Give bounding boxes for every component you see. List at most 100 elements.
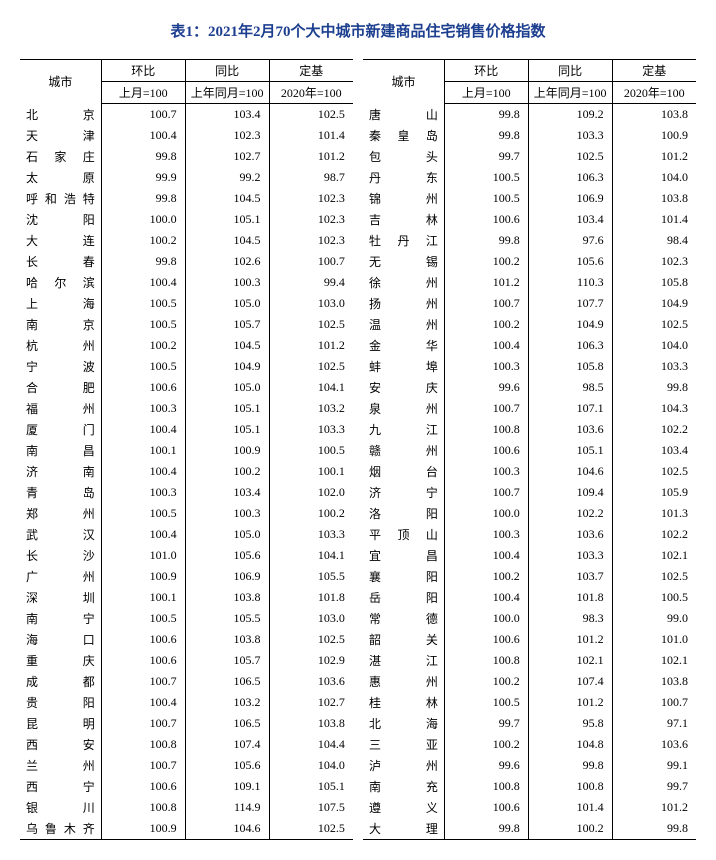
- city-name: 广州: [20, 566, 101, 587]
- value-cell: 106.3: [528, 335, 612, 356]
- table-row: 成都100.7106.5103.6惠州100.2107.4103.8: [20, 671, 696, 692]
- table-row: 南昌100.1100.9100.5赣州100.6105.1103.4: [20, 440, 696, 461]
- price-index-table: 城市 环比 同比 定基 城市 环比 同比 定基 上月=100 上年同月=100 …: [20, 59, 696, 840]
- city-name: 秦皇岛: [363, 125, 444, 146]
- value-cell: 101.8: [269, 587, 353, 608]
- value-cell: 109.4: [528, 482, 612, 503]
- city-name: 长春: [20, 251, 101, 272]
- value-cell: 104.5: [185, 335, 269, 356]
- value-cell: 99.6: [444, 755, 528, 776]
- value-cell: 100.6: [444, 209, 528, 230]
- city-name: 桂林: [363, 692, 444, 713]
- city-name: 上海: [20, 293, 101, 314]
- table-row: 大连100.2104.5102.3牡丹江99.897.698.4: [20, 230, 696, 251]
- value-cell: 100.0: [444, 608, 528, 629]
- city-name: 三亚: [363, 734, 444, 755]
- value-cell: 105.0: [185, 293, 269, 314]
- value-cell: 100.6: [444, 629, 528, 650]
- city-name: 青岛: [20, 482, 101, 503]
- value-cell: 103.6: [612, 734, 696, 755]
- table-row: 贵阳100.4103.2102.7桂林100.5101.2100.7: [20, 692, 696, 713]
- value-cell: 102.5: [269, 314, 353, 335]
- value-cell: 103.8: [612, 671, 696, 692]
- value-cell: 104.0: [269, 755, 353, 776]
- value-cell: 104.6: [185, 818, 269, 840]
- value-cell: 100.6: [101, 776, 185, 797]
- value-cell: 100.5: [101, 356, 185, 377]
- city-name: 襄阳: [363, 566, 444, 587]
- table-row: 重庆100.6105.7102.9湛江100.8102.1102.1: [20, 650, 696, 671]
- header-fixed-right: 定基: [612, 60, 696, 82]
- city-name: 牡丹江: [363, 230, 444, 251]
- subheader-fixed-left: 2020年=100: [269, 82, 353, 104]
- value-cell: 99.6: [444, 377, 528, 398]
- value-cell: 99.7: [612, 776, 696, 797]
- city-name: 吉林: [363, 209, 444, 230]
- value-cell: 102.5: [269, 104, 353, 125]
- value-cell: 105.9: [612, 482, 696, 503]
- city-name: 韶关: [363, 629, 444, 650]
- value-cell: 103.3: [528, 545, 612, 566]
- table-row: 天津100.4102.3101.4秦皇岛99.8103.3100.9: [20, 125, 696, 146]
- value-cell: 101.4: [528, 797, 612, 818]
- value-cell: 103.4: [612, 440, 696, 461]
- value-cell: 100.4: [444, 545, 528, 566]
- value-cell: 100.8: [444, 419, 528, 440]
- value-cell: 100.8: [101, 734, 185, 755]
- value-cell: 105.0: [185, 524, 269, 545]
- value-cell: 99.8: [101, 188, 185, 209]
- value-cell: 100.4: [444, 587, 528, 608]
- city-name: 大连: [20, 230, 101, 251]
- value-cell: 102.5: [269, 629, 353, 650]
- value-cell: 104.9: [185, 356, 269, 377]
- value-cell: 102.5: [612, 314, 696, 335]
- value-cell: 100.9: [612, 125, 696, 146]
- value-cell: 99.8: [444, 125, 528, 146]
- header-fixed-left: 定基: [269, 60, 353, 82]
- value-cell: 98.4: [612, 230, 696, 251]
- table-row: 合肥100.6105.0104.1安庆99.698.599.8: [20, 377, 696, 398]
- city-name: 宁波: [20, 356, 101, 377]
- value-cell: 101.0: [612, 629, 696, 650]
- city-name: 重庆: [20, 650, 101, 671]
- value-cell: 99.8: [528, 755, 612, 776]
- value-cell: 102.3: [185, 125, 269, 146]
- value-cell: 100.3: [101, 398, 185, 419]
- value-cell: 102.5: [269, 356, 353, 377]
- city-name: 徐州: [363, 272, 444, 293]
- city-name: 平顶山: [363, 524, 444, 545]
- value-cell: 100.8: [528, 776, 612, 797]
- value-cell: 100.8: [444, 776, 528, 797]
- value-cell: 100.9: [101, 566, 185, 587]
- value-cell: 100.2: [444, 251, 528, 272]
- value-cell: 99.8: [101, 146, 185, 167]
- table-row: 福州100.3105.1103.2泉州100.7107.1104.3: [20, 398, 696, 419]
- city-name: 济南: [20, 461, 101, 482]
- value-cell: 100.5: [444, 188, 528, 209]
- value-cell: 101.8: [528, 587, 612, 608]
- value-cell: 100.2: [528, 818, 612, 840]
- city-name: 蚌埠: [363, 356, 444, 377]
- city-name: 大理: [363, 818, 444, 840]
- city-name: 泸州: [363, 755, 444, 776]
- city-name: 安庆: [363, 377, 444, 398]
- value-cell: 100.2: [444, 734, 528, 755]
- city-name: 烟台: [363, 461, 444, 482]
- city-name: 无锡: [363, 251, 444, 272]
- value-cell: 106.9: [528, 188, 612, 209]
- value-cell: 102.5: [612, 461, 696, 482]
- value-cell: 100.7: [101, 755, 185, 776]
- value-cell: 100.9: [101, 818, 185, 840]
- value-cell: 103.3: [269, 524, 353, 545]
- value-cell: 103.8: [185, 587, 269, 608]
- city-name: 海口: [20, 629, 101, 650]
- value-cell: 102.5: [528, 146, 612, 167]
- city-name: 福州: [20, 398, 101, 419]
- city-name: 金华: [363, 335, 444, 356]
- value-cell: 100.3: [444, 461, 528, 482]
- table-row: 沈阳100.0105.1102.3吉林100.6103.4101.4: [20, 209, 696, 230]
- value-cell: 100.1: [101, 587, 185, 608]
- city-name: 洛阳: [363, 503, 444, 524]
- value-cell: 104.4: [269, 734, 353, 755]
- value-cell: 100.1: [269, 461, 353, 482]
